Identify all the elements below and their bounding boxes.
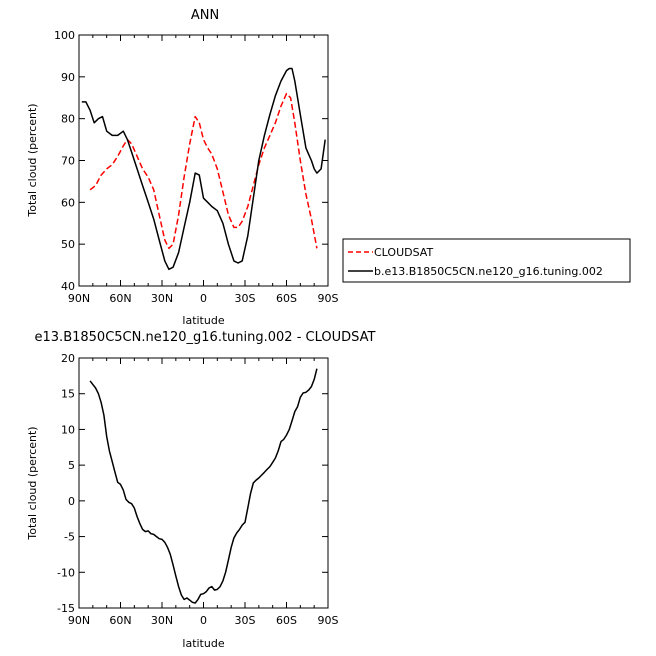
- top-x-tick-label: 90N: [68, 292, 90, 305]
- bottom-x-axis-label: latitude: [182, 637, 224, 650]
- bottom-y-tick-label: 5: [68, 459, 75, 472]
- top-y-tick-label: 80: [61, 113, 75, 126]
- top-series-line-0: [89, 92, 318, 250]
- bottom-y-tick-label: 20: [61, 352, 75, 365]
- top-y-axis-label: Total cloud (percent): [26, 103, 39, 217]
- bottom-y-tick-label: 10: [61, 423, 75, 436]
- top-plot-area: [81, 67, 326, 271]
- top-x-tick-label: 60N: [109, 292, 131, 305]
- top-y-tick-label: 90: [61, 71, 75, 84]
- bottom-y-tick-label: 15: [61, 388, 75, 401]
- bottom-x-tick-label: 90N: [68, 614, 90, 627]
- legend-label-model: b.e13.B1850C5CN.ne120_g16.tuning.002: [374, 265, 603, 278]
- bottom-y-tick-label: -10: [57, 566, 75, 579]
- legend-label-cloudsat: CLOUDSAT: [374, 246, 433, 259]
- bottom-plot-frame: [78, 357, 329, 609]
- legend: CLOUDSAT b.e13.B1850C5CN.ne120_g16.tunin…: [342, 238, 631, 283]
- bottom-x-tick-label: 60N: [109, 614, 131, 627]
- bottom-y-axis-label: Total cloud (percent): [26, 426, 39, 540]
- top-x-tick-label: 30S: [235, 292, 256, 305]
- legend-box: [342, 238, 631, 283]
- bottom-x-tick-label: 30S: [235, 614, 256, 627]
- top-axes: 90N 60N 30N 0 30S 60S 90S 40 50 60 70 80 90 100: [54, 29, 339, 305]
- top-series-line-1: [81, 67, 326, 271]
- top-plot-frame: [78, 34, 329, 287]
- top-y-tick-label: 70: [61, 155, 75, 168]
- bottom-x-tick-label: 0: [200, 614, 207, 627]
- top-chart-title: ANN: [191, 8, 219, 23]
- bottom-series-line-0: [89, 368, 318, 604]
- top-y-tick-label: 40: [61, 280, 75, 293]
- top-x-tick-label: 90S: [318, 292, 339, 305]
- top-x-axis-label: latitude: [182, 314, 224, 327]
- top-x-tick-label: 60S: [276, 292, 297, 305]
- top-y-tick-label: 60: [61, 196, 75, 209]
- bottom-y-tick-label: -5: [64, 531, 75, 544]
- top-x-tick-label: 30N: [151, 292, 173, 305]
- bottom-x-tick-label: 90S: [318, 614, 339, 627]
- bottom-plot-area: [89, 368, 318, 604]
- top-y-tick-label: 50: [61, 238, 75, 251]
- bottom-axes: 90N 60N 30N 0 30S 60S 90S -15 -10 -5 0 5 10 15 20: [57, 352, 338, 627]
- bottom-panel: e13.B1850C5CN.ne120_g16.tuning.002 - CLO…: [26, 330, 376, 650]
- bottom-y-tick-label: -15: [57, 602, 75, 615]
- bottom-y-tick-label: 0: [68, 495, 75, 508]
- bottom-x-tick-label: 30N: [151, 614, 173, 627]
- top-x-tick-label: 0: [200, 292, 207, 305]
- top-panel: ANN latitude Total cloud (percent) 90N 60…: [26, 8, 339, 327]
- bottom-chart-title: e13.B1850C5CN.ne120_g16.tuning.002 - CLO…: [35, 330, 376, 345]
- top-y-tick-label: 100: [54, 29, 75, 42]
- bottom-x-tick-label: 60S: [276, 614, 297, 627]
